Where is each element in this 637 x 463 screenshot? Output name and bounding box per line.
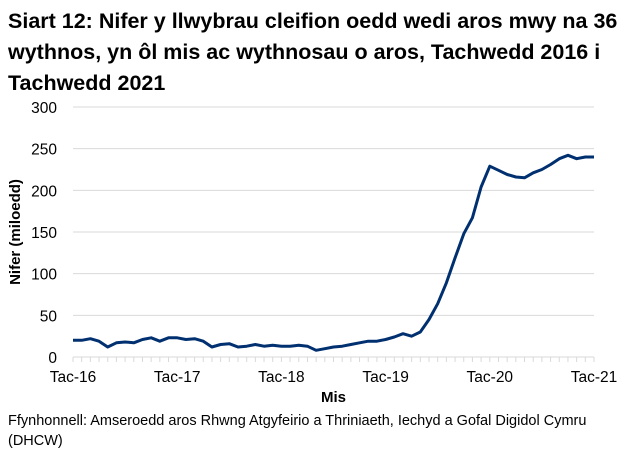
x-tick-label: Tac-20	[467, 369, 514, 386]
x-tick-label: Tac-17	[154, 369, 201, 386]
y-tick-label: 100	[31, 267, 57, 284]
y-tick-label: 200	[31, 183, 57, 200]
x-axis-title: Mis	[321, 389, 346, 406]
y-tick-label: 250	[31, 142, 57, 159]
y-axis-title: Nifer (miloedd)	[7, 179, 24, 285]
x-tick-label: Tac-19	[362, 369, 409, 386]
y-tick-label: 50	[40, 308, 58, 325]
y-tick-label: 0	[48, 350, 57, 367]
x-tick-label: Tac-18	[258, 369, 305, 386]
y-tick-label: 150	[31, 225, 57, 242]
x-tick-label: Tac-21	[571, 369, 618, 386]
data-line	[73, 153, 594, 352]
source-note: Ffynhonnell: Amseroedd aros Rhwng Atgyfe…	[8, 413, 587, 449]
chart-title: Siart 12: Nifer y llwybrau cleifion oedd…	[8, 9, 618, 95]
x-tick-label: Tac-16	[50, 369, 97, 386]
y-tick-label: 300	[31, 100, 57, 117]
